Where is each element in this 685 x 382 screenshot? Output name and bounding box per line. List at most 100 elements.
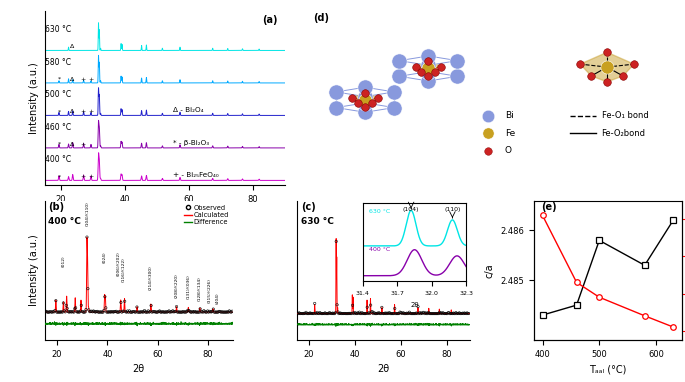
Point [159,309,170,315]
Point [107,309,118,315]
Point [421,311,432,317]
Point [388,311,399,317]
Point [197,309,208,315]
Point [379,310,390,316]
Point [127,309,138,315]
Point [360,100,371,106]
Text: Fe: Fe [505,129,515,138]
Point [304,310,315,316]
Point [139,308,150,314]
Point [424,310,435,316]
Point [134,309,145,315]
Point [459,310,470,316]
Point [173,309,184,315]
Point [219,309,229,315]
Text: (104)/(110): (104)/(110) [85,201,89,226]
Text: *: * [58,142,60,147]
Point [372,310,383,316]
Text: 630 °C: 630 °C [45,25,72,34]
Point [351,311,362,317]
Point [428,311,439,317]
Point [295,311,306,317]
Text: (c): (c) [301,202,316,212]
Point [138,309,149,315]
Point [126,309,137,315]
Point [179,309,190,315]
Point [321,311,332,317]
Point [129,309,140,315]
Point [319,311,329,317]
Point [116,309,127,315]
Text: +: + [88,77,94,82]
Point [442,311,453,317]
Point [393,311,403,317]
Point [421,310,432,316]
Point [482,113,493,119]
Point [358,311,369,317]
Point [462,310,473,316]
Point [401,311,412,317]
Point [456,310,467,316]
Point [415,311,426,317]
Text: +: + [88,110,94,115]
Point [292,311,303,317]
Text: 500 °C: 500 °C [45,90,72,99]
Point [364,309,375,316]
Point [341,311,352,317]
Point [327,310,338,316]
Point [121,309,132,315]
Point [395,309,406,316]
Point [43,309,54,315]
Point [383,310,394,316]
Point [53,309,64,315]
Point [169,309,180,315]
Point [360,97,371,103]
Point [92,308,103,314]
Text: (404): (404) [216,293,220,304]
Point [378,311,389,317]
Point [373,310,384,316]
Point [185,309,196,315]
Point [64,309,75,315]
Point [219,309,230,315]
Point [196,309,207,315]
Point [344,310,355,316]
Point [462,311,473,317]
Point [46,309,57,315]
Point [342,311,353,317]
Point [406,311,417,317]
Point [329,311,340,317]
Point [434,309,445,315]
Point [147,308,158,314]
Point [413,311,424,317]
Point [192,309,203,315]
Point [430,69,441,75]
Point [449,311,460,317]
Point [379,310,390,316]
Point [431,311,442,317]
Point [97,309,108,315]
Point [129,309,140,315]
Point [335,310,346,316]
Point [575,61,586,67]
Point [425,311,436,317]
Text: * - β-Bi₂O₃: * - β-Bi₂O₃ [173,140,209,146]
Point [158,309,169,315]
Point [314,309,325,316]
Point [177,309,188,315]
Point [408,311,419,317]
Point [203,309,214,315]
Point [134,309,145,315]
Point [371,311,382,317]
Point [92,309,103,315]
Point [395,309,406,315]
Point [438,310,449,316]
Point [358,310,369,316]
Point [348,310,359,316]
Point [338,311,349,317]
Point [214,308,225,314]
Point [82,234,92,240]
Point [446,311,457,317]
Point [601,64,612,70]
Point [197,309,208,315]
